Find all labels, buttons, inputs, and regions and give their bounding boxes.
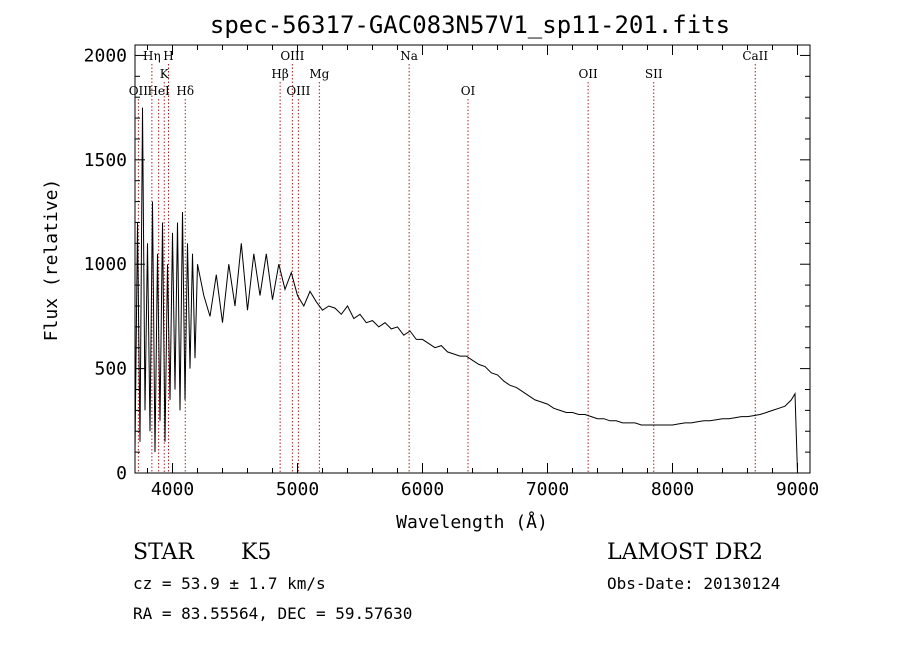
survey-name: LAMOST DR2 (607, 540, 763, 565)
x-tick-label: 4000 (151, 479, 194, 500)
line-marker-label: OII (129, 84, 149, 98)
line-marker-label: Hδ (176, 84, 194, 98)
x-tick-label: 9000 (776, 479, 819, 500)
line-marker-label: K (160, 67, 170, 81)
object-subclass: K5 (241, 540, 271, 565)
x-axis-label: Wavelength (Å) (396, 511, 548, 533)
line-marker-label: Hη (143, 49, 161, 63)
line-marker-label: OIII (286, 84, 310, 98)
line-marker-label: CaII (742, 49, 768, 63)
chart-title: spec-56317-GAC083N57V1_sp11-201.fits (210, 11, 730, 39)
x-tick-label: 8000 (651, 479, 694, 500)
y-tick-label: 1500 (84, 150, 127, 171)
redshift-cz: cz = 53.9 ± 1.7 km/s (133, 574, 326, 593)
line-marker-label: OI (461, 84, 476, 98)
x-tick-label: 5000 (276, 479, 319, 500)
y-tick-label: 2000 (84, 45, 127, 66)
y-tick-label: 1000 (84, 254, 127, 275)
spectrum-info: STAR K5 LAMOST DR2 cz = 53.9 ± 1.7 km/s … (133, 540, 780, 623)
line-marker-label: OII (578, 67, 598, 81)
sky-coordinates: RA = 83.55564, DEC = 59.57630 (133, 604, 412, 623)
spectrum-line (134, 107, 798, 474)
x-tick-label: 7000 (526, 479, 569, 500)
y-axis-label: Flux (relative) (41, 179, 62, 342)
object-class: STAR (133, 540, 195, 565)
axis-ticks: 4000 5000 6000 7000 8000 9000 0 500 1000 1500 2000 (84, 45, 819, 500)
line-marker-label: SII (645, 67, 663, 81)
y-tick-label: 500 (94, 359, 127, 380)
line-marker-label: H (163, 49, 173, 63)
observation-date: Obs-Date: 20130124 (607, 574, 780, 593)
line-marker-label: Mg (309, 67, 329, 81)
line-marker-label: Na (400, 49, 418, 63)
line-marker-label: OIII (280, 49, 304, 63)
plot-frame (134, 44, 811, 474)
x-tick-label: 6000 (401, 479, 444, 500)
line-marker-label: HeI (147, 84, 170, 98)
y-tick-label: 0 (116, 463, 127, 484)
line-marker-label: Hβ (271, 67, 288, 81)
